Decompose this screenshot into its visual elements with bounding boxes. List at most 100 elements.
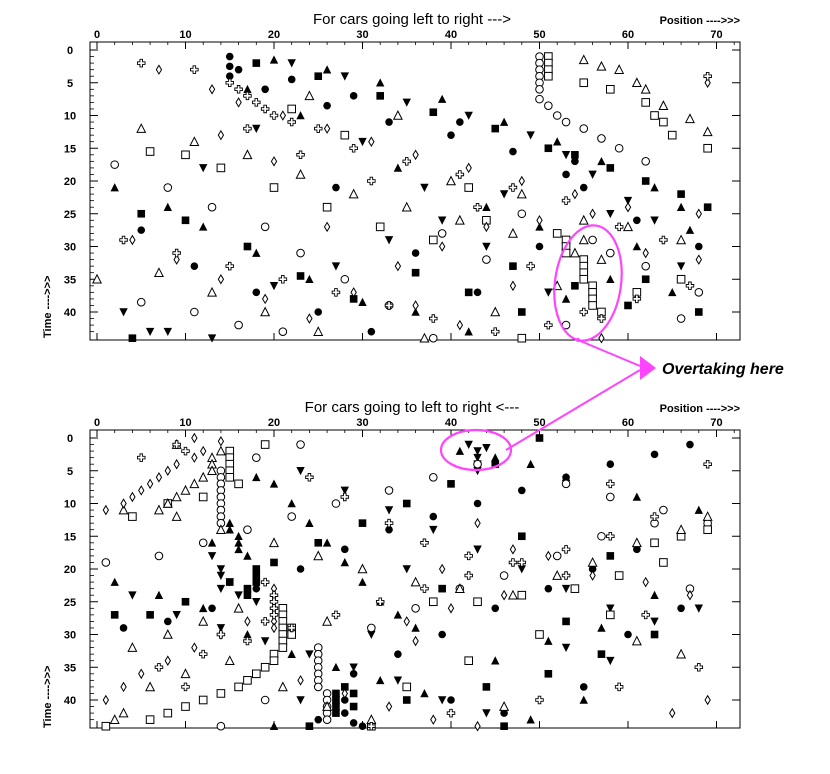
filled-triangle-marker <box>207 538 217 547</box>
open-triangle-marker <box>127 642 138 652</box>
filled-circle-marker <box>367 327 376 336</box>
open-cross-marker <box>314 124 323 133</box>
open-triangle-marker <box>224 655 235 665</box>
filled-square-marker <box>128 334 137 342</box>
x-tick-label: 60 <box>622 29 634 41</box>
open-diamond-marker <box>412 300 419 311</box>
open-diamond-marker <box>244 616 251 627</box>
filled-triangle-marker <box>358 297 367 306</box>
top-panel-x-axis-label: Position ---->>> <box>660 15 740 27</box>
open-diamond-marker <box>385 701 393 712</box>
open-diamond-marker <box>146 478 154 490</box>
open-cross-marker <box>429 314 438 323</box>
open-square-marker <box>570 584 580 593</box>
filled-triangle-marker <box>358 577 367 586</box>
open-square-marker <box>269 656 279 666</box>
open-triangle-marker <box>401 201 412 212</box>
open-cross-marker <box>402 157 411 166</box>
open-cross-marker <box>579 307 588 317</box>
y-tick-label: 10 <box>64 499 76 511</box>
open-cross-marker <box>287 117 296 127</box>
filled-triangle-marker <box>225 518 234 527</box>
open-circle-marker <box>429 333 438 343</box>
filled-triangle-down-marker <box>119 308 128 317</box>
y-tick-label: 5 <box>67 78 73 90</box>
open-cross-marker <box>384 518 394 528</box>
open-circle-marker <box>411 604 420 613</box>
filled-triangle-marker <box>491 656 500 665</box>
filled-square-marker <box>270 558 278 567</box>
open-cross-marker <box>367 176 376 186</box>
filled-circle-marker <box>633 216 641 225</box>
filled-square-marker <box>438 584 446 593</box>
open-triangle-marker <box>578 234 589 245</box>
filled-triangle-down-marker <box>358 137 367 147</box>
open-triangle-marker <box>189 136 200 146</box>
filled-triangle-down-marker <box>207 552 217 561</box>
open-diamond-marker <box>438 563 446 575</box>
top-panel-title: For cars going left to right ---> <box>313 11 511 28</box>
filled-square-marker <box>606 552 615 560</box>
filled-square-marker <box>252 59 261 67</box>
open-diamond-marker <box>412 149 419 161</box>
top-panel-markers <box>91 52 713 344</box>
open-cross-marker <box>198 649 208 659</box>
open-circle-marker <box>190 307 199 317</box>
open-triangle-marker <box>322 701 333 711</box>
open-circle-marker <box>517 209 527 219</box>
filled-circle-marker <box>456 118 464 126</box>
open-diamond-marker <box>138 668 145 680</box>
x-tick-label: 30 <box>356 417 368 429</box>
filled-triangle-down-marker <box>393 676 403 685</box>
y-tick-label: 5 <box>67 466 73 478</box>
open-diamond-marker <box>509 280 517 292</box>
open-triangle-marker <box>516 188 527 199</box>
y-tick-label: 30 <box>64 630 76 642</box>
arrow-line-bottom <box>505 369 641 451</box>
filled-triangle-marker <box>296 111 305 120</box>
filled-triangle-down-marker <box>473 545 482 554</box>
filled-square-marker <box>482 683 491 691</box>
open-circle-marker <box>597 531 606 541</box>
open-square-marker <box>641 98 651 107</box>
bottom-panel: For cars going to left to right <--- Pos… <box>42 399 741 732</box>
open-circle-marker <box>552 551 562 561</box>
open-square-marker <box>588 301 597 310</box>
open-square-marker <box>552 229 562 238</box>
open-circle-marker <box>198 538 208 548</box>
open-circle-marker <box>588 235 597 245</box>
filled-triangle-down-marker <box>561 643 571 652</box>
filled-circle-marker <box>624 630 632 639</box>
open-diamond-marker <box>323 123 331 134</box>
filled-square-marker <box>402 499 411 508</box>
open-diamond-marker <box>270 622 278 634</box>
open-square-marker <box>544 71 553 81</box>
open-square-marker <box>375 222 385 232</box>
open-diamond-marker <box>200 445 207 457</box>
open-diamond-marker <box>155 64 163 75</box>
filled-circle-marker <box>225 52 234 61</box>
open-circle-marker <box>641 261 651 271</box>
open-triangle-marker <box>676 648 687 659</box>
open-triangle-marker <box>109 714 120 724</box>
filled-square-marker <box>243 242 252 251</box>
open-square-marker <box>579 78 589 88</box>
open-circle-marker <box>384 486 394 495</box>
filled-triangle-marker <box>455 446 465 455</box>
filled-triangle-down-marker <box>199 164 208 173</box>
open-cross-marker <box>606 532 615 541</box>
filled-triangle-down-marker <box>499 190 509 199</box>
open-circle-marker <box>243 525 252 535</box>
open-diamond-marker <box>208 84 216 95</box>
filled-circle-marker <box>535 242 544 251</box>
open-cross-marker <box>561 196 571 205</box>
open-circle-marker <box>234 320 243 330</box>
filled-triangle-down-marker <box>544 288 553 297</box>
filled-triangle-down-marker <box>145 327 155 337</box>
filled-triangle-marker <box>464 327 473 336</box>
filled-triangle-marker <box>269 55 279 64</box>
open-circle-marker <box>260 222 270 232</box>
filled-triangle-marker <box>340 558 349 567</box>
open-diamond-marker <box>297 675 304 686</box>
open-diamond-marker <box>279 110 287 121</box>
